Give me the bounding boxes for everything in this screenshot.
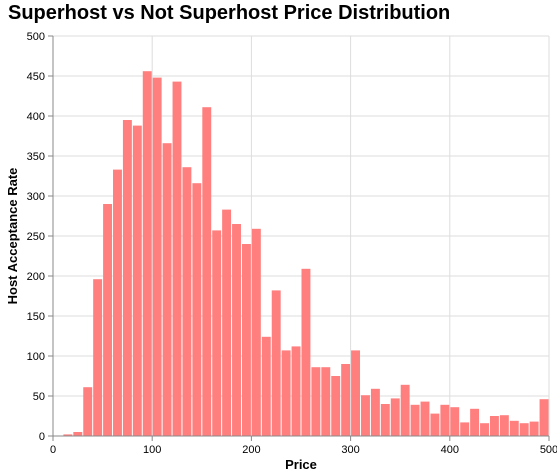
- x-tick-label: 200: [242, 444, 260, 456]
- histogram-bar: [519, 423, 529, 436]
- histogram-bar: [361, 395, 370, 436]
- histogram-bars: [63, 71, 549, 436]
- y-tick-label: 400: [27, 111, 45, 123]
- histogram-bar: [390, 398, 400, 436]
- histogram-bar: [232, 224, 241, 436]
- x-tick-label: 400: [441, 444, 459, 456]
- histogram-bar: [93, 279, 103, 436]
- y-tick-label: 450: [27, 71, 45, 83]
- histogram-bar: [450, 407, 460, 436]
- axes: [48, 35, 550, 441]
- histogram-bar: [410, 404, 420, 436]
- y-tick-label: 300: [27, 191, 45, 203]
- histogram-bar: [539, 399, 549, 436]
- histogram-bar: [311, 367, 321, 436]
- x-tick-label: 100: [143, 444, 161, 456]
- y-tick-label: 350: [27, 151, 45, 163]
- histogram-bar: [440, 404, 450, 436]
- histogram-bar: [499, 415, 509, 436]
- histogram-bar: [460, 422, 470, 436]
- histogram-bar: [271, 290, 281, 436]
- histogram-bar: [470, 408, 480, 436]
- histogram-bar: [380, 404, 390, 436]
- histogram-bar: [152, 77, 162, 436]
- histogram-bar: [122, 120, 132, 436]
- histogram-bar: [341, 364, 351, 436]
- histogram-bar: [212, 230, 222, 436]
- histogram-bar: [83, 387, 93, 436]
- histogram-bar: [370, 388, 380, 436]
- y-tick-label: 100: [27, 351, 45, 363]
- histogram-bar: [291, 346, 301, 436]
- histogram-bar: [480, 423, 489, 436]
- y-tick-label: 0: [39, 431, 45, 443]
- histogram-bar: [400, 384, 410, 436]
- histogram-bar: [321, 367, 331, 436]
- x-axis-title: Price: [285, 457, 317, 472]
- histogram-bar: [261, 336, 271, 436]
- y-tick-label: 50: [33, 391, 45, 403]
- histogram-bar: [331, 376, 341, 436]
- histogram-bar: [241, 244, 251, 436]
- histogram-bar: [351, 350, 361, 436]
- y-axis-title: Host Acceptance Rate: [5, 168, 20, 305]
- y-tick-label: 250: [27, 231, 45, 243]
- histogram-bar: [301, 268, 311, 436]
- histogram-bar: [142, 71, 152, 436]
- histogram-bar: [529, 421, 539, 436]
- histogram-bar: [251, 228, 261, 436]
- histogram-bar: [162, 143, 172, 436]
- histogram-bar: [420, 401, 430, 436]
- histogram-bar: [132, 125, 142, 436]
- histogram-bar: [222, 209, 232, 436]
- histogram-bar: [73, 432, 83, 436]
- chart-title: Superhost vs Not Superhost Price Distrib…: [8, 2, 451, 24]
- x-tick-label: 500: [540, 444, 557, 456]
- y-tick-label: 150: [27, 311, 45, 323]
- histogram-bar: [63, 434, 73, 436]
- histogram-bar: [103, 204, 113, 436]
- histogram-bar: [182, 167, 192, 436]
- y-tick-label: 500: [27, 31, 45, 43]
- histogram-bar: [202, 107, 212, 436]
- histogram-bar: [192, 183, 202, 436]
- histogram-bar: [489, 416, 499, 436]
- y-tick-label: 200: [27, 271, 45, 283]
- histogram-bar: [430, 413, 440, 436]
- histogram-bar: [113, 169, 122, 436]
- x-tick-label: 0: [50, 444, 56, 456]
- histogram-bar: [281, 350, 291, 436]
- tick-labels: 0 50 100 150 200 250 300 350 400 450 500 0 100 200 300…: [27, 31, 557, 456]
- x-tick-label: 300: [341, 444, 359, 456]
- histogram-bar: [509, 420, 519, 436]
- histogram-bar: [172, 81, 182, 436]
